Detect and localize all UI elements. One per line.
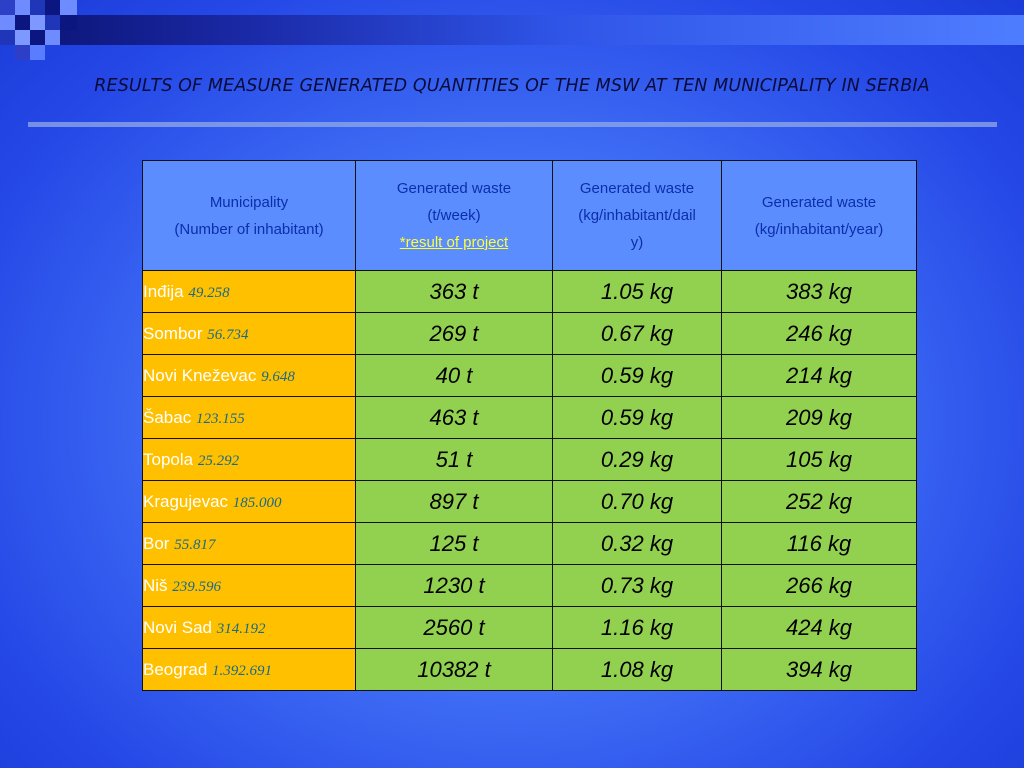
table-row: Niš 239.596 1230 t 0.73 kg 266 kg bbox=[142, 564, 917, 607]
week-value: 463 t bbox=[355, 396, 553, 439]
header-year-line1: Generated waste bbox=[761, 193, 877, 211]
daily-value: 1.05 kg bbox=[552, 270, 722, 313]
population-value: 314.192 bbox=[216, 620, 266, 637]
municipality-name: Topola bbox=[143, 449, 194, 469]
municipality-name: Sombor bbox=[143, 323, 203, 343]
header-daily-line2: (kg/inhabitant/dail bbox=[578, 207, 696, 224]
week-value: 269 t bbox=[355, 312, 553, 355]
municipality-cell: Niš 239.596 bbox=[142, 564, 356, 607]
header-daily-line3: y) bbox=[630, 234, 644, 251]
title-divider bbox=[28, 122, 997, 127]
population-value: 56.734 bbox=[207, 326, 249, 343]
week-value: 40 t bbox=[355, 354, 553, 397]
header-week-line2: (t/week) bbox=[427, 207, 481, 224]
week-value: 897 t bbox=[355, 480, 553, 523]
year-value: 394 kg bbox=[721, 648, 917, 691]
table-row: Beograd 1.392.691 10382 t 1.08 kg 394 kg bbox=[142, 648, 917, 691]
municipality-name: Beograd bbox=[143, 659, 208, 679]
header-daily-line1: Generated waste bbox=[579, 180, 695, 197]
municipality-name: Kragujevac bbox=[143, 491, 229, 511]
population-value: 123.155 bbox=[195, 410, 245, 427]
population-value: 49.258 bbox=[188, 284, 230, 301]
year-value: 246 kg bbox=[721, 312, 917, 355]
municipality-cell: Kragujevac 185.000 bbox=[142, 480, 356, 523]
population-value: 1.392.691 bbox=[212, 662, 273, 679]
municipality-cell: Beograd 1.392.691 bbox=[142, 648, 356, 691]
daily-value: 1.16 kg bbox=[552, 606, 722, 649]
municipality-cell: Novi Kneževac 9.648 bbox=[142, 354, 356, 397]
daily-value: 0.73 kg bbox=[552, 564, 722, 607]
population-value: 239.596 bbox=[172, 578, 222, 595]
header-waste-year: Generated waste (kg/inhabitant/year) bbox=[721, 160, 917, 271]
year-value: 424 kg bbox=[721, 606, 917, 649]
top-decor-band bbox=[0, 15, 1024, 45]
header-municipality: Municipality (Number of inhabitant) bbox=[142, 160, 356, 271]
municipality-cell: Bor 55.817 bbox=[142, 522, 356, 565]
daily-value: 0.67 kg bbox=[552, 312, 722, 355]
table-row: Bor 55.817 125 t 0.32 kg 116 kg bbox=[142, 522, 917, 565]
population-value: 185.000 bbox=[232, 494, 282, 511]
daily-value: 0.59 kg bbox=[552, 396, 722, 439]
week-value: 1230 t bbox=[355, 564, 553, 607]
municipality-cell: Inđija 49.258 bbox=[142, 270, 356, 313]
week-value: 51 t bbox=[355, 438, 553, 481]
week-value: 10382 t bbox=[355, 648, 553, 691]
daily-value: 0.59 kg bbox=[552, 354, 722, 397]
year-value: 105 kg bbox=[721, 438, 917, 481]
daily-value: 0.29 kg bbox=[552, 438, 722, 481]
municipality-name: Niš bbox=[143, 575, 168, 595]
municipality-name: Novi Kneževac bbox=[143, 365, 257, 385]
year-value: 116 kg bbox=[721, 522, 917, 565]
header-week-note: *result of project bbox=[399, 234, 509, 251]
table-row: Šabac 123.155 463 t 0.59 kg 209 kg bbox=[142, 396, 917, 439]
waste-table: Municipality (Number of inhabitant) Gene… bbox=[142, 160, 917, 691]
municipality-name: Inđija bbox=[143, 281, 184, 301]
week-value: 2560 t bbox=[355, 606, 553, 649]
municipality-cell: Novi Sad 314.192 bbox=[142, 606, 356, 649]
municipality-cell: Topola 25.292 bbox=[142, 438, 356, 481]
week-value: 363 t bbox=[355, 270, 553, 313]
table-row: Sombor 56.734 269 t 0.67 kg 246 kg bbox=[142, 312, 917, 355]
year-value: 214 kg bbox=[721, 354, 917, 397]
municipality-name: Šabac bbox=[143, 407, 192, 427]
year-value: 209 kg bbox=[721, 396, 917, 439]
year-value: 383 kg bbox=[721, 270, 917, 313]
population-value: 25.292 bbox=[197, 452, 240, 469]
table-row: Inđija 49.258 363 t 1.05 kg 383 kg bbox=[142, 270, 917, 313]
header-waste-week: Generated waste (t/week) *result of proj… bbox=[355, 160, 553, 271]
header-municipality-line2: (Number of inhabitant) bbox=[174, 220, 324, 238]
municipality-name: Bor bbox=[143, 533, 170, 553]
daily-value: 0.70 kg bbox=[552, 480, 722, 523]
municipality-cell: Sombor 56.734 bbox=[142, 312, 356, 355]
table-row: Topola 25.292 51 t 0.29 kg 105 kg bbox=[142, 438, 917, 481]
header-week-line1: Generated waste bbox=[396, 180, 512, 197]
header-municipality-line1: Municipality bbox=[209, 193, 289, 211]
year-value: 266 kg bbox=[721, 564, 917, 607]
header-waste-daily: Generated waste (kg/inhabitant/dail y) bbox=[552, 160, 722, 271]
table-row: Kragujevac 185.000 897 t 0.70 kg 252 kg bbox=[142, 480, 917, 523]
week-value: 125 t bbox=[355, 522, 553, 565]
daily-value: 1.08 kg bbox=[552, 648, 722, 691]
population-value: 9.648 bbox=[261, 368, 295, 385]
municipality-cell: Šabac 123.155 bbox=[142, 396, 356, 439]
municipality-name: Novi Sad bbox=[143, 617, 212, 637]
table-row: Novi Kneževac 9.648 40 t 0.59 kg 214 kg bbox=[142, 354, 917, 397]
year-value: 252 kg bbox=[721, 480, 917, 523]
slide-title: RESULTS OF MEASURE GENERATED QUANTITIES … bbox=[94, 76, 930, 96]
table-row: Novi Sad 314.192 2560 t 1.16 kg 424 kg bbox=[142, 606, 917, 649]
table-header-row: Municipality (Number of inhabitant) Gene… bbox=[142, 160, 917, 271]
daily-value: 0.32 kg bbox=[552, 522, 722, 565]
header-year-line2: (kg/inhabitant/year) bbox=[754, 220, 884, 238]
population-value: 55.817 bbox=[174, 536, 216, 553]
